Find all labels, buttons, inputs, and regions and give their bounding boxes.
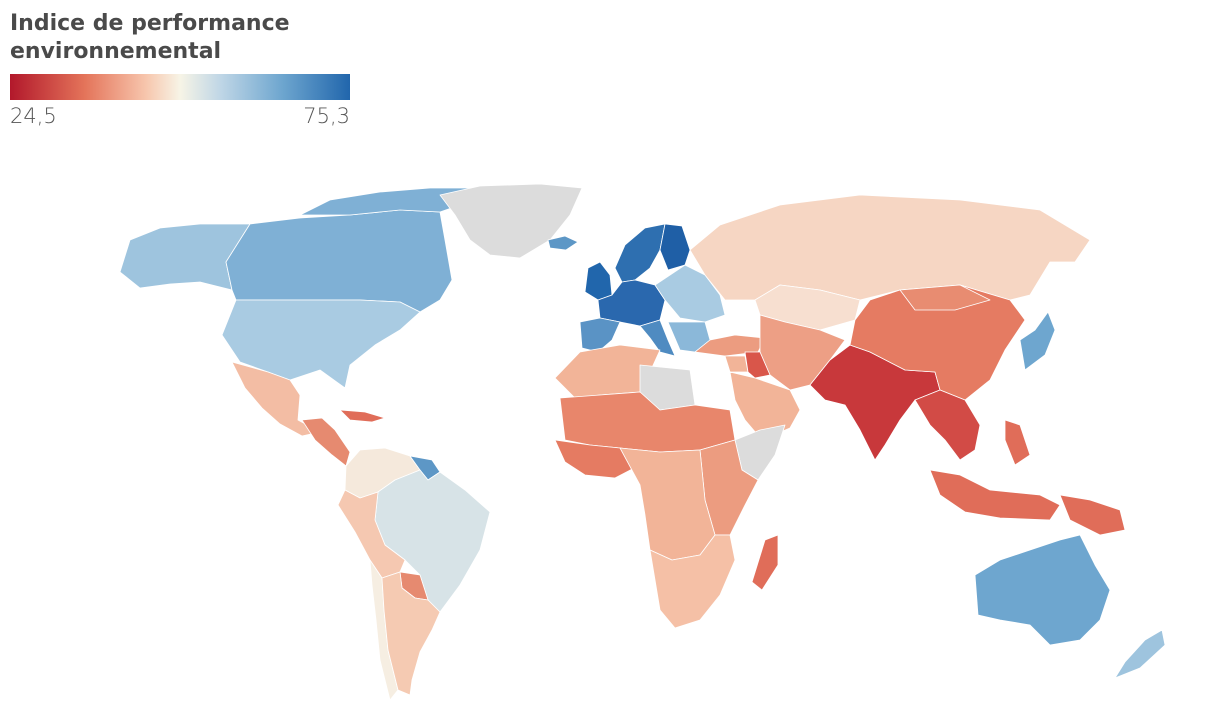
region-caribbean[interactable] [339,409,386,423]
region-canada[interactable] [225,209,453,313]
region-australia[interactable] [974,534,1111,646]
region-usa[interactable] [221,299,421,389]
region-central-america[interactable] [301,417,351,467]
map-title: Indice de performance environnemental [10,11,290,64]
region-uk-ireland[interactable] [584,261,613,301]
region-eastern-europe[interactable] [654,264,726,323]
region-southern-africa[interactable] [649,534,736,629]
legend-min-label: 24,5 [10,104,57,128]
region-central-africa[interactable] [619,447,716,561]
region-argentina[interactable] [381,571,441,696]
region-peru-bolivia[interactable] [337,489,406,579]
region-philippines[interactable] [1004,419,1031,466]
region-scandinavia[interactable] [614,223,666,283]
color-scale-legend [10,74,350,100]
region-middle-east[interactable] [724,355,749,373]
region-italy[interactable] [639,319,676,357]
region-indonesia[interactable] [929,469,1061,521]
region-papua[interactable] [1059,494,1126,536]
region-arabia[interactable] [729,371,801,441]
region-mongolia[interactable] [899,284,991,311]
region-new-zealand[interactable] [1114,629,1166,679]
region-west-africa[interactable] [554,439,641,479]
region-iceland[interactable] [547,235,579,251]
region-southeast-asia[interactable] [914,389,981,461]
region-madagascar[interactable] [751,534,779,591]
region-iraq[interactable] [744,351,771,379]
region-korea-japan[interactable] [1019,311,1056,371]
region-iberia[interactable] [579,317,621,353]
region-finland[interactable] [659,223,691,271]
region-sahel[interactable] [559,391,736,453]
region-russia[interactable] [689,194,1091,301]
legend-max-label: 75,3 [303,104,350,128]
